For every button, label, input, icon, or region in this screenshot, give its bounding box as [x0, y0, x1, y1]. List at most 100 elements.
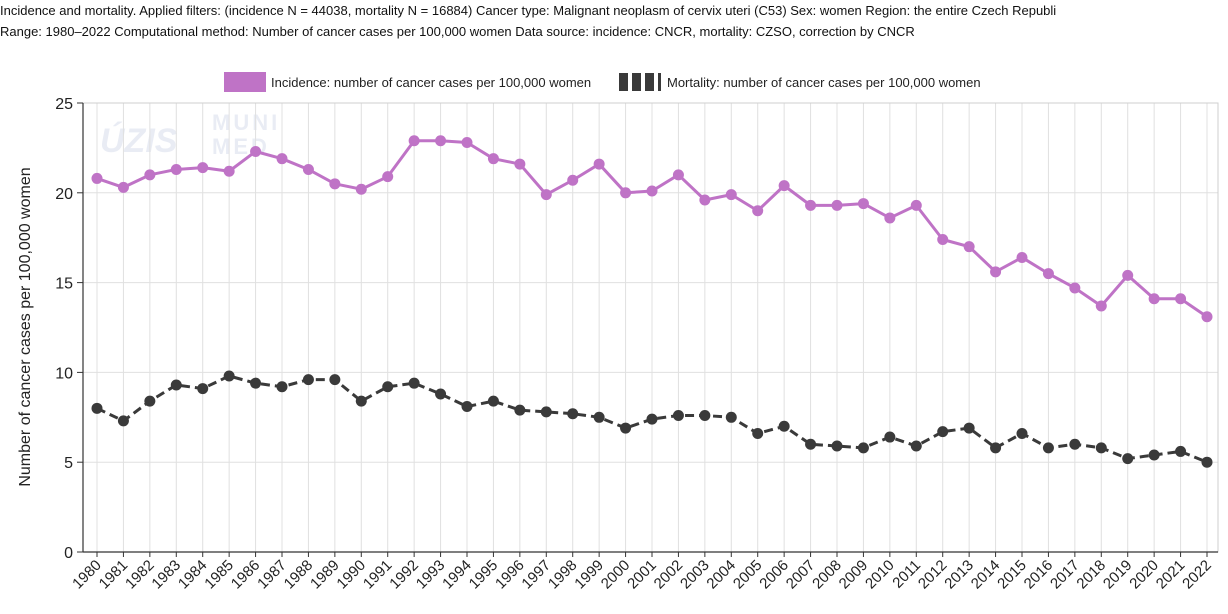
x-tick-label: 2016 — [1021, 557, 1057, 593]
filter-summary-line-2: Range: 1980–2022 Computational method: N… — [0, 24, 915, 39]
y-tick-label: 15 — [55, 276, 73, 293]
data-point — [699, 410, 711, 422]
data-series — [91, 135, 1213, 468]
y-tick-label: 0 — [64, 545, 73, 562]
x-tick-label: 1994 — [439, 557, 475, 593]
data-point — [831, 199, 843, 211]
data-point — [567, 408, 579, 420]
data-point — [276, 381, 288, 393]
data-point — [117, 181, 129, 193]
data-point — [302, 163, 314, 175]
data-point — [805, 199, 817, 211]
x-tick-label: 2012 — [915, 557, 951, 593]
data-point — [329, 374, 341, 386]
x-tick-label: 2020 — [1126, 557, 1162, 593]
data-point — [1175, 445, 1187, 457]
filter-summary-line-1: Incidence and mortality. Applied filters… — [0, 3, 1057, 18]
legend-item-incidence[interactable]: Incidence: number of cancer cases per 10… — [224, 72, 591, 92]
data-point — [408, 135, 420, 147]
data-point — [1095, 300, 1107, 312]
data-point — [408, 377, 420, 389]
x-tick-label: 1995 — [466, 557, 502, 593]
legend-item-mortality[interactable]: Mortality: number of cancer cases per 10… — [619, 73, 981, 91]
data-point — [725, 411, 737, 423]
x-tick-label: 2010 — [862, 557, 898, 593]
data-point — [593, 158, 605, 170]
data-point — [487, 395, 499, 407]
data-point — [778, 420, 790, 432]
x-tick-label: 1980 — [69, 557, 105, 593]
series-mortality — [91, 370, 1213, 468]
muni-watermark: MUNI — [212, 110, 280, 135]
x-tick-label: 2005 — [730, 557, 766, 593]
x-tick-label: 2008 — [809, 557, 845, 593]
data-point — [276, 153, 288, 165]
data-point — [1016, 427, 1028, 439]
watermark-logos: ÚZIS MUNI MED — [100, 110, 280, 160]
x-tick-label: 2011 — [889, 557, 924, 592]
y-tick-label: 5 — [64, 455, 73, 472]
x-tick-label: 2007 — [783, 557, 819, 593]
data-point — [514, 404, 526, 416]
data-point — [170, 379, 182, 391]
data-point — [857, 442, 869, 454]
x-tick-label: 2018 — [1073, 557, 1109, 593]
data-point — [699, 194, 711, 206]
data-point — [91, 402, 103, 414]
y-tick-label: 25 — [55, 96, 73, 113]
y-tick-label: 10 — [55, 365, 73, 382]
data-point — [487, 153, 499, 165]
x-tick-label: 2015 — [994, 557, 1030, 593]
data-point — [1122, 269, 1134, 281]
data-point — [752, 427, 764, 439]
data-point — [1042, 442, 1054, 454]
data-point — [461, 137, 473, 149]
data-point — [170, 163, 182, 175]
data-point — [197, 383, 209, 395]
x-tick-label: 2001 — [624, 557, 660, 593]
x-tick-label: 1986 — [228, 557, 264, 593]
data-point — [725, 189, 737, 201]
data-point — [1122, 453, 1134, 465]
data-point — [752, 205, 764, 217]
data-point — [223, 165, 235, 177]
data-point — [778, 180, 790, 192]
med-watermark: MED — [212, 134, 270, 159]
x-tick-label: 2000 — [598, 557, 634, 593]
x-tick-label: 1993 — [413, 557, 449, 593]
x-tick-label: 2006 — [756, 557, 792, 593]
data-point — [144, 169, 156, 181]
data-point — [567, 174, 579, 186]
data-point — [910, 199, 922, 211]
x-tick-label: 1999 — [571, 557, 607, 593]
data-point — [540, 189, 552, 201]
data-point — [672, 410, 684, 422]
data-point — [355, 183, 367, 195]
plot-area-border — [82, 102, 1219, 553]
data-point — [382, 171, 394, 183]
x-tick-label: 1989 — [307, 557, 343, 593]
data-point — [593, 411, 605, 423]
x-tick-label: 2019 — [1100, 557, 1136, 593]
data-point — [1148, 449, 1160, 461]
series-incidence — [91, 135, 1213, 323]
legend-label-mortality: Mortality: number of cancer cases per 10… — [667, 75, 981, 90]
data-point — [1069, 282, 1081, 294]
data-point — [831, 440, 843, 452]
x-tick-label: 1987 — [254, 557, 290, 593]
data-point — [963, 241, 975, 253]
data-point — [91, 172, 103, 184]
chart-legend: Incidence: number of cancer cases per 10… — [224, 72, 981, 92]
data-point — [620, 187, 632, 199]
data-point — [910, 440, 922, 452]
x-tick-label: 1990 — [333, 557, 369, 593]
x-tick-label: 2002 — [651, 557, 687, 593]
legend-label-incidence: Incidence: number of cancer cases per 10… — [271, 75, 591, 90]
data-point — [250, 145, 262, 157]
data-point — [1095, 442, 1107, 454]
data-point — [540, 406, 552, 418]
x-tick-label: 2014 — [968, 557, 1004, 593]
data-point — [355, 395, 367, 407]
gridlines — [82, 102, 1219, 553]
